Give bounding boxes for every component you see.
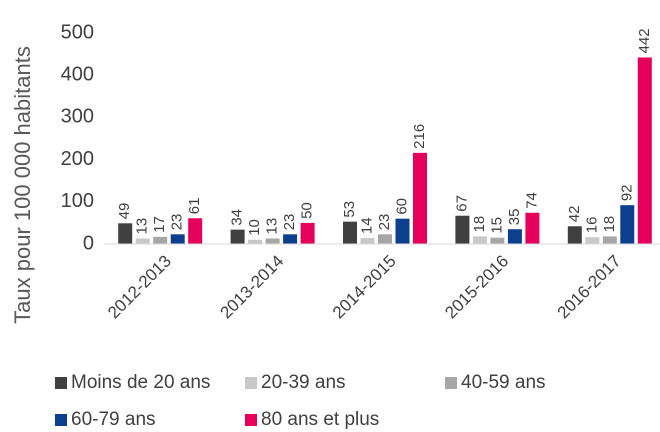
bar [170,234,185,244]
x-tick-label: 2016-2017 [554,251,625,322]
data-label: 67 [453,195,470,212]
data-label: 50 [299,202,316,219]
legend-label: 20-39 ans [261,372,346,393]
data-label: 13 [264,218,281,235]
data-label: 18 [471,216,488,233]
x-tick-label: 2015-2016 [441,251,512,322]
data-label: 10 [246,219,263,236]
bar [507,229,522,244]
legend-label: 80 ans et plus [261,409,379,430]
data-label: 442 [636,28,653,53]
y-tick-label: 300 [61,106,94,128]
legend-swatch [55,414,67,426]
bar [300,222,315,244]
data-label: 13 [134,218,151,235]
data-label: 74 [523,192,540,209]
y-tick-label: 500 [61,21,94,43]
data-label: 17 [151,216,168,233]
data-label: 23 [281,214,298,231]
data-label: 14 [358,217,375,234]
bar [637,57,652,245]
bar [490,237,505,244]
bar [455,215,470,244]
bar [413,152,427,244]
y-tick-label: 0 [83,232,94,254]
data-label: 23 [376,214,393,231]
bar [153,236,168,244]
legend-swatch [245,414,257,426]
legend-label: 60-79 ans [71,409,156,430]
bar [343,221,357,244]
data-label: 216 [411,124,428,149]
data-label: 60 [393,198,410,215]
data-label: 42 [566,206,583,223]
y-axis-title: Taux pour 100 000 habitants [10,46,35,324]
bar [188,218,203,244]
bar [567,226,582,244]
y-tick-label: 200 [61,148,94,170]
bar [620,205,635,244]
legend-swatch [445,377,457,389]
bar [283,234,298,244]
x-tick-label: 2013-2014 [216,251,287,322]
legend-label: Moins de 20 ans [71,372,210,393]
bar [602,236,617,244]
bar [525,212,540,244]
x-tick-label: 2014-2015 [329,251,400,322]
x-tick-label: 2012-2013 [104,251,175,322]
bar [395,218,410,244]
data-label: 34 [229,209,246,226]
data-label: 15 [488,217,505,234]
data-label: 35 [506,209,523,226]
data-label: 16 [583,217,600,234]
data-label: 49 [116,203,133,220]
bar [265,238,280,244]
bar [118,223,133,244]
bar [135,238,150,244]
y-tick-label: 400 [61,63,94,85]
legend-swatch [245,377,257,389]
bar [585,237,600,244]
legend-swatch [55,377,67,389]
bar [248,239,263,244]
data-label: 18 [601,216,618,233]
bar [230,229,245,244]
data-label: 23 [169,214,186,231]
bar [472,236,487,244]
data-label: 92 [618,184,635,201]
data-label: 53 [341,201,358,218]
data-label: 61 [186,198,203,215]
legend-label: 40-59 ans [461,372,546,393]
bar [378,234,392,244]
bar [360,238,375,244]
y-tick-label: 100 [61,190,94,212]
